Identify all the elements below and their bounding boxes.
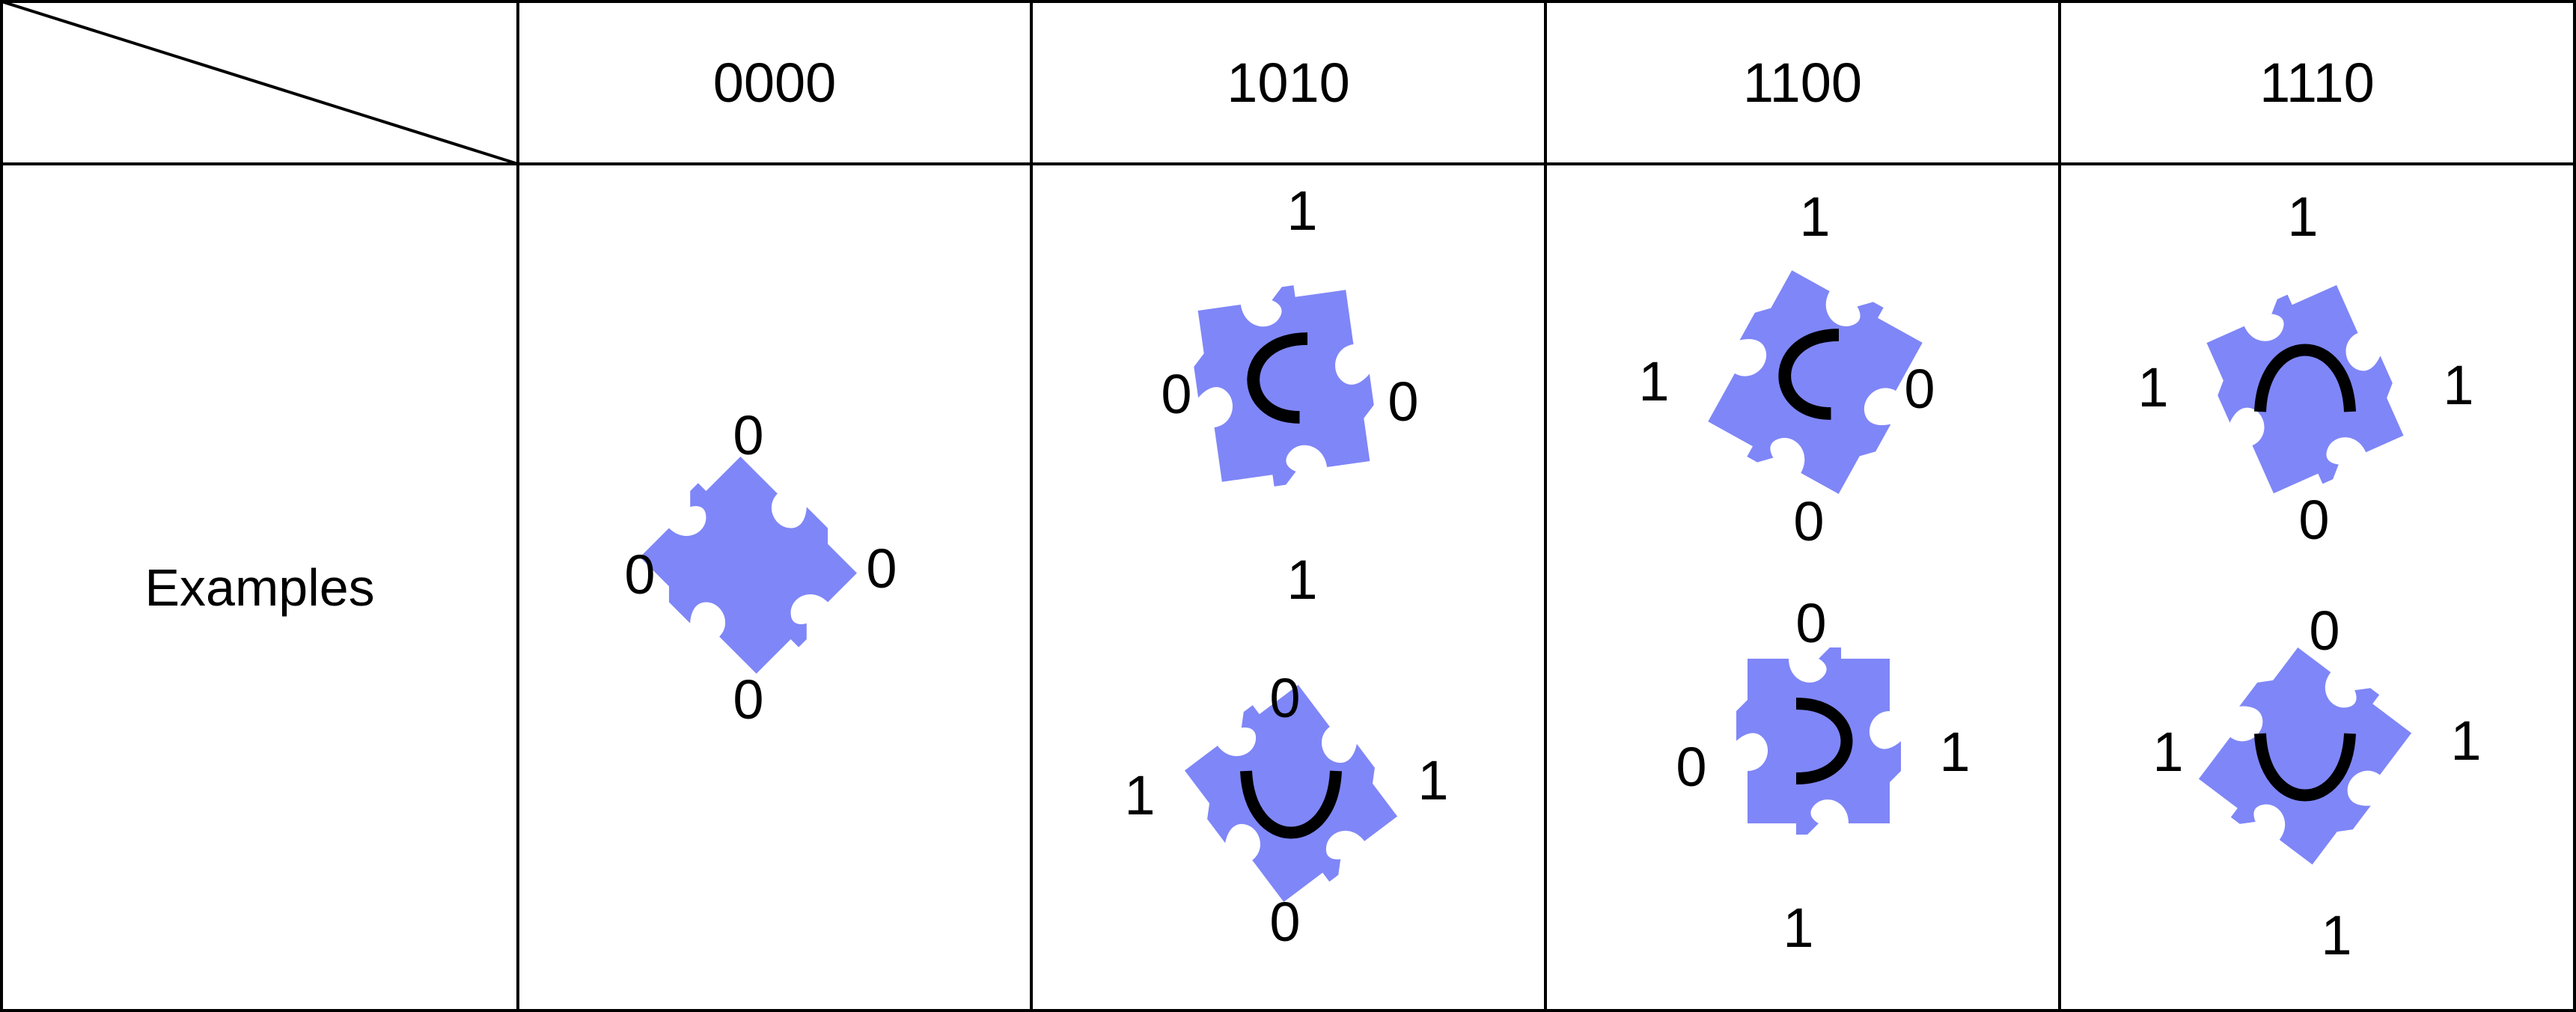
- puzzle-piece: [2206, 284, 2404, 494]
- header-col-4: 1110: [2060, 1, 2575, 164]
- puzzle-piece-shape: [640, 457, 857, 674]
- puzzle-piece-shape: [1184, 684, 1398, 903]
- edge-code-left: 1: [2152, 721, 2184, 783]
- puzzle-piece-shape: [2206, 284, 2404, 494]
- edge-code-bottom: 1: [1287, 549, 1318, 611]
- edge-code-right: 0: [866, 537, 897, 600]
- arrow-curve: [2254, 733, 2356, 802]
- edge-code-right: 1: [2450, 710, 2482, 772]
- puzzle-piece: [1707, 269, 1923, 494]
- arrow-curve: [1777, 328, 1839, 420]
- corner-diagonal: [1, 0, 519, 165]
- header-label: 1110: [2259, 52, 2375, 114]
- arrow-curve: [1246, 332, 1307, 424]
- rotation-arrow-icon: [1795, 698, 1853, 784]
- header-label: 1010: [1227, 52, 1350, 114]
- puzzle-piece-shape: [1736, 647, 1901, 835]
- arrow-curve: [2254, 344, 2356, 412]
- puzzle-piece: [1193, 284, 1374, 487]
- rotation-arrow-icon: [1777, 328, 1839, 420]
- edge-code-top: 0: [1269, 667, 1301, 729]
- edge-code-bottom: 0: [1793, 490, 1825, 552]
- edge-code-top: 0: [1795, 592, 1827, 654]
- edge-code-bottom: 0: [1269, 891, 1301, 953]
- header-label: 1100: [1742, 52, 1863, 114]
- arrow-curve: [1240, 770, 1342, 839]
- row-label: Examples: [144, 558, 375, 617]
- edge-code-bottom: 0: [2298, 489, 2330, 551]
- edge-code-top: 1: [1799, 186, 1831, 248]
- edge-code-left: 0: [624, 543, 656, 606]
- edge-code-right: 0: [1388, 371, 1419, 433]
- row-label-cell: Examples: [1, 164, 518, 1011]
- edge-code-top: 0: [733, 404, 764, 466]
- edge-code-left: 1: [1638, 350, 1670, 412]
- edge-code-top: 1: [2287, 186, 2319, 248]
- edge-code-right: 1: [1417, 749, 1449, 811]
- header-col-2: 1010: [1031, 1, 1545, 164]
- edge-code-bottom: 0: [733, 668, 764, 731]
- edge-code-left: 1: [1124, 764, 1156, 826]
- header-col-1: 0000: [518, 1, 1031, 164]
- rotation-arrow-icon: [2254, 344, 2356, 412]
- puzzle-piece: [640, 457, 857, 674]
- edge-code-left: 1: [2137, 356, 2169, 418]
- edge-code-left: 0: [1676, 736, 1707, 798]
- puzzle-piece: [2198, 647, 2412, 865]
- rotation-arrow-icon: [1240, 770, 1342, 839]
- edge-code-top: 1: [1287, 180, 1318, 242]
- header-label: 0000: [712, 52, 837, 114]
- puzzle-piece: [1736, 647, 1901, 835]
- edge-code-right: 1: [2443, 354, 2474, 416]
- edge-code-right: 0: [1904, 358, 1935, 420]
- puzzle-piece-shape: [1707, 269, 1923, 494]
- puzzle-piece-shape: [1193, 284, 1374, 487]
- edge-code-right: 1: [1939, 721, 1971, 783]
- edge-code-left: 0: [1161, 363, 1192, 425]
- edge-code-bottom: 1: [2321, 904, 2352, 966]
- rotation-arrow-icon: [1246, 332, 1307, 424]
- puzzle-piece: [1184, 684, 1398, 903]
- rotation-arrow-icon: [2254, 733, 2356, 802]
- puzzle-piece-shape: [2198, 647, 2412, 865]
- header-col-3: 1100: [1545, 1, 2060, 164]
- arrow-curve: [1795, 698, 1853, 784]
- edge-code-top: 0: [2309, 600, 2340, 662]
- edge-code-bottom: 1: [1783, 897, 1814, 959]
